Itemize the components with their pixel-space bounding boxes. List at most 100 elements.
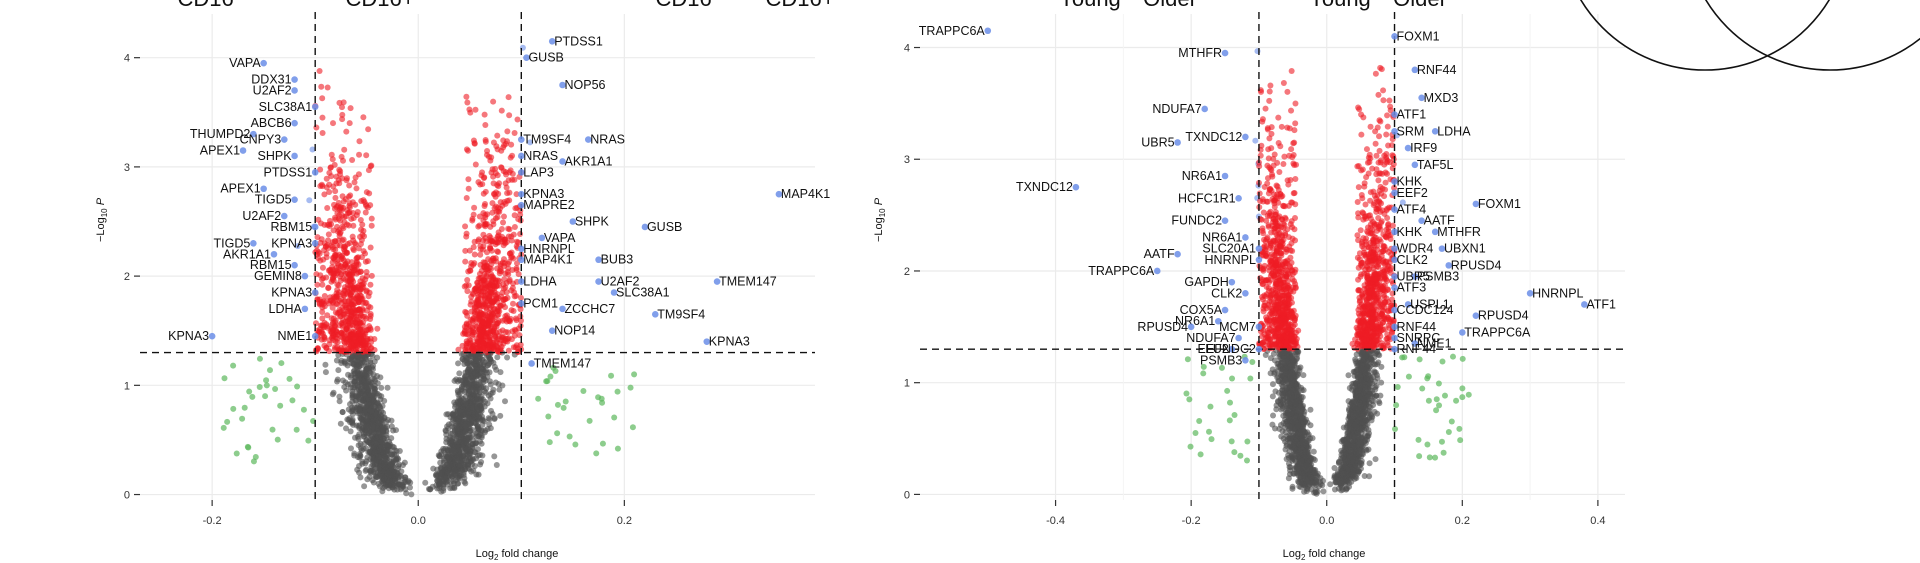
data-point <box>447 485 454 492</box>
data-point <box>368 222 375 229</box>
data-point <box>363 365 370 372</box>
data-point <box>506 226 513 233</box>
data-point <box>347 445 354 452</box>
data-point <box>366 348 373 355</box>
data-point <box>440 445 447 452</box>
data-point <box>467 109 474 116</box>
data-point <box>495 381 502 388</box>
data-point <box>488 310 495 317</box>
data-point <box>462 401 469 408</box>
data-point <box>356 363 363 370</box>
data-point <box>333 180 340 187</box>
data-point <box>489 255 496 262</box>
data-point <box>476 270 483 277</box>
data-point <box>327 164 334 171</box>
data-point <box>494 132 501 139</box>
data-point <box>438 488 445 495</box>
data-point <box>465 176 472 183</box>
data-point <box>586 417 593 424</box>
data-point <box>482 223 489 230</box>
data-point <box>366 190 373 197</box>
data-point <box>472 106 479 113</box>
data-point <box>326 222 333 229</box>
data-point <box>340 225 347 232</box>
data-point <box>475 288 482 295</box>
data-point <box>357 241 364 248</box>
data-point <box>330 270 337 277</box>
data-point <box>368 432 375 439</box>
gene-label: TMEM147 <box>534 356 592 370</box>
data-point <box>371 382 378 389</box>
data-point <box>554 401 561 408</box>
data-point <box>350 245 357 252</box>
data-point <box>363 269 370 276</box>
data-point <box>517 230 524 237</box>
labeled-point <box>260 185 267 193</box>
data-point <box>342 379 349 386</box>
data-point <box>505 347 512 354</box>
data-point <box>321 191 328 198</box>
data-point <box>332 323 339 330</box>
data-point <box>464 99 471 106</box>
data-point <box>362 467 369 474</box>
data-point <box>313 124 320 131</box>
data-point <box>487 243 494 250</box>
gene-label: ZCCHC7 <box>565 302 616 316</box>
data-point <box>463 93 470 100</box>
data-point <box>357 474 364 481</box>
labeled-point <box>260 59 267 67</box>
data-point <box>352 201 359 208</box>
data-point <box>511 326 518 333</box>
data-point <box>535 395 542 402</box>
data-point <box>347 384 354 391</box>
data-point <box>374 325 381 332</box>
data-point <box>346 204 353 211</box>
data-point <box>239 415 246 422</box>
data-point <box>353 185 360 192</box>
data-point <box>488 298 495 305</box>
data-point <box>464 434 471 441</box>
data-point <box>263 382 270 389</box>
data-point <box>383 482 390 489</box>
data-point <box>480 319 487 326</box>
data-point <box>478 458 485 465</box>
data-point <box>442 475 449 482</box>
labeled-point <box>280 136 288 143</box>
data-point <box>510 231 517 238</box>
gene-label: LAP3 <box>523 165 554 179</box>
gene-label: APEX1 <box>200 144 240 158</box>
data-point <box>464 277 471 284</box>
data-point <box>335 267 342 274</box>
data-point <box>319 114 326 121</box>
data-point <box>468 468 475 475</box>
data-point <box>484 362 491 369</box>
data-point <box>341 214 348 221</box>
data-point <box>506 197 513 204</box>
data-point <box>490 98 497 105</box>
x-axis-label: Log2 fold change <box>476 548 559 562</box>
data-point <box>474 393 481 400</box>
data-point <box>355 330 362 337</box>
data-point <box>507 154 514 161</box>
data-point <box>321 342 328 349</box>
data-point <box>382 454 389 461</box>
data-point <box>353 258 360 265</box>
data-point <box>380 435 387 442</box>
data-point <box>629 424 636 431</box>
header-label: CD16+ <box>765 0 834 11</box>
data-point <box>481 403 488 410</box>
data-point <box>465 185 472 192</box>
data-point <box>356 469 363 476</box>
data-point <box>443 411 450 418</box>
data-point <box>631 371 638 378</box>
data-point <box>508 237 515 244</box>
data-point <box>461 453 468 460</box>
data-point <box>473 345 480 352</box>
data-point <box>318 276 325 283</box>
data-point <box>496 308 503 315</box>
data-point <box>471 204 478 211</box>
data-point <box>347 360 354 367</box>
data-point <box>250 458 257 465</box>
data-point <box>443 435 450 442</box>
header-label: CD16− <box>177 0 246 11</box>
